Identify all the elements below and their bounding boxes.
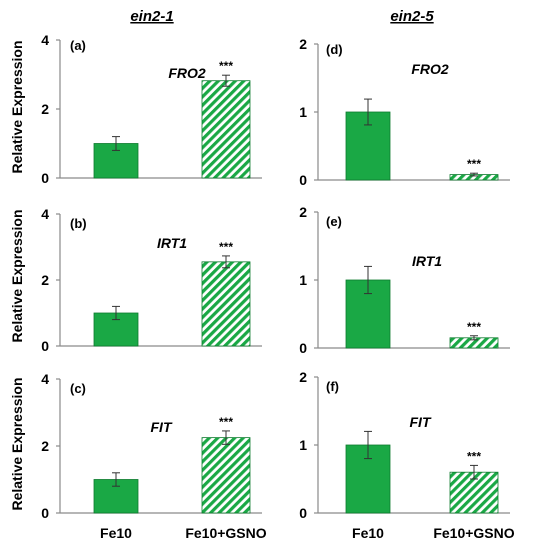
y-tick-label: 0 bbox=[41, 505, 49, 521]
y-tick-label: 4 bbox=[41, 206, 49, 222]
panel-label: (a) bbox=[70, 38, 86, 53]
panel-f: 0 1 2 *** (f) FIT bbox=[299, 369, 510, 521]
x-tick-label-fe10-right: Fe10 bbox=[352, 525, 384, 541]
significance-marker: *** bbox=[467, 157, 481, 171]
y-tick-label: 0 bbox=[299, 172, 307, 188]
bar-fe10-gsno bbox=[201, 80, 251, 179]
significance-marker: *** bbox=[219, 240, 233, 254]
panel-label: (b) bbox=[70, 216, 87, 231]
chart-panels: 0 2 4 *** (a) FRO2 0 2 4 *** (b) IRT1 0 2 4 *** (c) FIT 0 1… bbox=[41, 32, 510, 521]
y-tick-label: 1 bbox=[299, 104, 307, 120]
y-tick-label: 4 bbox=[41, 32, 49, 48]
gene-label: FIT bbox=[410, 414, 432, 430]
panel-e: 0 1 2 *** (e) IRT1 bbox=[299, 204, 510, 356]
x-tick-label-fe10-gsno-left: Fe10+GSNO bbox=[185, 525, 266, 541]
y-axis-label-row-1: Relative Expression bbox=[9, 40, 25, 173]
y-tick-label: 1 bbox=[299, 272, 307, 288]
y-axis-label-row-2: Relative Expression bbox=[9, 209, 25, 342]
gene-label: FRO2 bbox=[411, 61, 449, 77]
gene-label: IRT1 bbox=[157, 235, 187, 251]
bar-fe10-gsno bbox=[201, 437, 251, 514]
gene-label: FRO2 bbox=[168, 65, 206, 81]
y-tick-label: 2 bbox=[299, 36, 307, 52]
y-tick-label: 0 bbox=[41, 170, 49, 186]
y-tick-label: 0 bbox=[299, 505, 307, 521]
column-title-ein2-5: ein2-5 bbox=[390, 8, 434, 25]
panel-b: 0 2 4 *** (b) IRT1 bbox=[41, 206, 262, 354]
y-tick-label: 2 bbox=[41, 101, 49, 117]
significance-marker: *** bbox=[219, 59, 233, 73]
y-tick-label: 2 bbox=[299, 204, 307, 220]
column-title-ein2-1: ein2-1 bbox=[130, 8, 173, 25]
y-tick-label: 4 bbox=[41, 371, 49, 387]
y-axis-label-row-3: Relative Expression bbox=[9, 377, 25, 510]
gene-label: IRT1 bbox=[412, 253, 442, 269]
panel-a: 0 2 4 *** (a) FRO2 bbox=[41, 32, 262, 186]
y-tick-label: 1 bbox=[299, 437, 307, 453]
y-tick-label: 2 bbox=[41, 438, 49, 454]
y-tick-label: 2 bbox=[41, 272, 49, 288]
significance-marker: *** bbox=[467, 320, 481, 334]
panel-d: 0 1 2 *** (d) FRO2 bbox=[299, 36, 510, 188]
y-tick-label: 2 bbox=[299, 369, 307, 385]
x-tick-label-fe10-left: Fe10 bbox=[100, 525, 132, 541]
x-tick-label-fe10-gsno-right: Fe10+GSNO bbox=[433, 525, 514, 541]
panel-label: (f) bbox=[326, 379, 339, 394]
gene-label: FIT bbox=[151, 419, 173, 435]
y-tick-label: 0 bbox=[41, 338, 49, 354]
y-tick-label: 0 bbox=[299, 340, 307, 356]
panel-c: 0 2 4 *** (c) FIT bbox=[41, 371, 262, 521]
bar-fe10-gsno bbox=[201, 261, 251, 347]
significance-marker: *** bbox=[467, 449, 481, 463]
panel-label: (d) bbox=[326, 42, 343, 57]
panel-label: (c) bbox=[70, 381, 86, 396]
significance-marker: *** bbox=[219, 415, 233, 429]
panel-label: (e) bbox=[326, 214, 342, 229]
